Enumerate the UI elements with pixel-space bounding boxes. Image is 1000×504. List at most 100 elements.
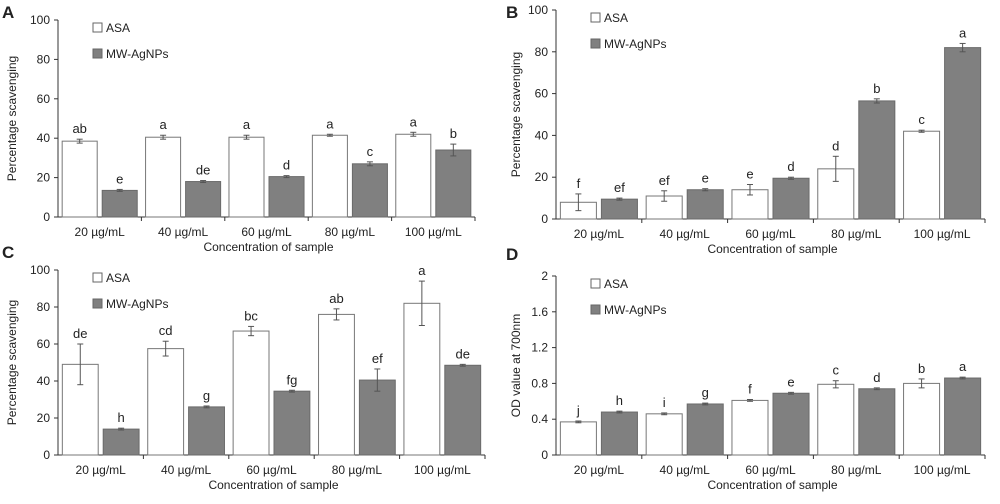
- significance-letter: d: [873, 370, 880, 385]
- legend-swatch-mw-agnps: [590, 38, 601, 49]
- x-tick-label: 100 µg/mL: [405, 225, 462, 239]
- legend-swatch-asa: [590, 12, 601, 23]
- y-axis-title: OD value at 700nm: [509, 314, 523, 417]
- y-tick-label: 20: [535, 170, 549, 184]
- x-tick-label: 20 µg/mL: [574, 463, 625, 477]
- x-tick-label: 80 µg/mL: [831, 463, 882, 477]
- bar-mw-agnps: [102, 428, 140, 456]
- x-tick-label: 100 µg/mL: [914, 463, 971, 477]
- legend-label-mw-agnps: MW-AgNPs: [604, 303, 666, 317]
- y-tick-label: 40: [535, 128, 549, 142]
- y-tick-label: 0.8: [531, 376, 548, 390]
- y-tick-label: 40: [37, 374, 51, 388]
- bar-mw-agnps: [686, 403, 724, 456]
- bar-mw-agnps: [858, 388, 896, 456]
- significance-letter: f: [748, 382, 752, 397]
- x-tick-label: 60 µg/mL: [745, 227, 796, 241]
- y-axis-title: Percentage scavenging: [5, 300, 19, 425]
- bar-asa: [311, 134, 348, 218]
- y-tick-label: 20: [37, 411, 51, 425]
- bar-mw-agnps: [772, 392, 810, 456]
- significance-letter: a: [326, 116, 334, 131]
- significance-letter: c: [367, 144, 374, 159]
- y-tick-label: 20: [37, 171, 51, 185]
- legend-label-asa: ASA: [604, 277, 628, 291]
- legend-label-asa: ASA: [106, 271, 130, 285]
- bar-mw-agnps: [600, 198, 638, 220]
- x-tick-label: 40 µg/mL: [158, 225, 209, 239]
- significance-letter: a: [959, 25, 967, 40]
- significance-letter: fg: [287, 372, 298, 387]
- significance-letter: d: [283, 158, 290, 173]
- legend-label-asa: ASA: [604, 11, 628, 25]
- bar-mw-agnps: [444, 364, 482, 456]
- significance-letter: de: [73, 326, 87, 341]
- significance-letter: a: [418, 263, 426, 278]
- x-tick-label: 100 µg/mL: [914, 227, 971, 241]
- significance-letter: a: [410, 114, 418, 129]
- bar-asa: [903, 130, 941, 220]
- x-axis-title: Concentration of sample: [203, 240, 333, 254]
- y-tick-label: 0: [541, 448, 548, 462]
- significance-letter: cd: [159, 323, 173, 338]
- bar-asa: [61, 140, 98, 218]
- x-axis-title: Concentration of sample: [707, 242, 837, 256]
- x-tick-label: 100 µg/mL: [414, 463, 471, 477]
- legend-label-asa: ASA: [106, 21, 130, 35]
- y-tick-label: 100: [30, 13, 50, 27]
- y-tick-label: 60: [37, 92, 51, 106]
- bar-mw-agnps: [858, 100, 896, 220]
- legend-swatch-mw-agnps: [92, 298, 103, 309]
- bar-mw-agnps: [772, 177, 810, 220]
- y-tick-label: 0: [43, 210, 50, 224]
- bar-asa: [395, 133, 432, 218]
- bar-mw-agnps: [600, 411, 638, 456]
- x-tick-label: 80 µg/mL: [325, 225, 376, 239]
- legend-swatch-asa: [590, 278, 601, 289]
- x-tick-label: 80 µg/mL: [332, 463, 383, 477]
- bar-mw-agnps: [268, 176, 305, 218]
- y-tick-label: 1.6: [531, 305, 548, 319]
- significance-letter: e: [787, 374, 794, 389]
- x-tick-label: 20 µg/mL: [76, 463, 127, 477]
- x-tick-label: 60 µg/mL: [241, 225, 292, 239]
- bar-asa: [228, 136, 265, 218]
- significance-letter: ab: [329, 291, 343, 306]
- y-tick-label: 100: [30, 263, 50, 277]
- legend-swatch-mw-agnps: [590, 304, 601, 315]
- x-tick-label: 60 µg/mL: [246, 463, 297, 477]
- y-tick-label: 40: [37, 131, 51, 145]
- chart-panel-a: A 0 20 40 60 80 100 Percentage scavenging Concen…: [2, 3, 476, 254]
- bar-mw-agnps: [185, 181, 222, 218]
- significance-letter: b: [873, 81, 880, 96]
- significance-letter: a: [159, 117, 167, 132]
- bar-mw-agnps: [944, 47, 982, 220]
- significance-letter: j: [576, 403, 580, 418]
- significance-letter: a: [243, 117, 251, 132]
- y-tick-label: 1.2: [531, 341, 548, 355]
- x-axis-title: Concentration of sample: [208, 478, 338, 492]
- significance-letter: b: [918, 361, 925, 376]
- bar-mw-agnps: [351, 163, 388, 218]
- bar-mw-agnps: [435, 149, 472, 218]
- significance-letter: f: [577, 176, 581, 191]
- bar-asa: [232, 330, 270, 456]
- legend-swatch-mw-agnps: [92, 48, 103, 59]
- legend-swatch-asa: [92, 22, 103, 33]
- significance-letter: h: [118, 410, 125, 425]
- significance-letter: a: [959, 359, 967, 374]
- chart-panel-d: D 0 0.4 0.8 1.2 1.6 2 OD value at 700nm Concentr…: [506, 245, 986, 492]
- bar-mw-agnps: [944, 377, 982, 456]
- y-tick-label: 0: [541, 212, 548, 226]
- y-axis-title: Percentage scavenging: [509, 52, 523, 177]
- significance-letter: ef: [372, 351, 383, 366]
- bar-asa: [403, 302, 441, 456]
- legend-label-mw-agnps: MW-AgNPs: [106, 47, 168, 61]
- significance-letter: ef: [659, 173, 670, 188]
- bar-asa: [731, 399, 769, 456]
- bar-mw-agnps: [188, 406, 225, 456]
- panel-label: C: [2, 243, 14, 262]
- significance-letter: g: [203, 388, 210, 403]
- legend-label-mw-agnps: MW-AgNPs: [604, 37, 666, 51]
- significance-letter: c: [918, 112, 925, 127]
